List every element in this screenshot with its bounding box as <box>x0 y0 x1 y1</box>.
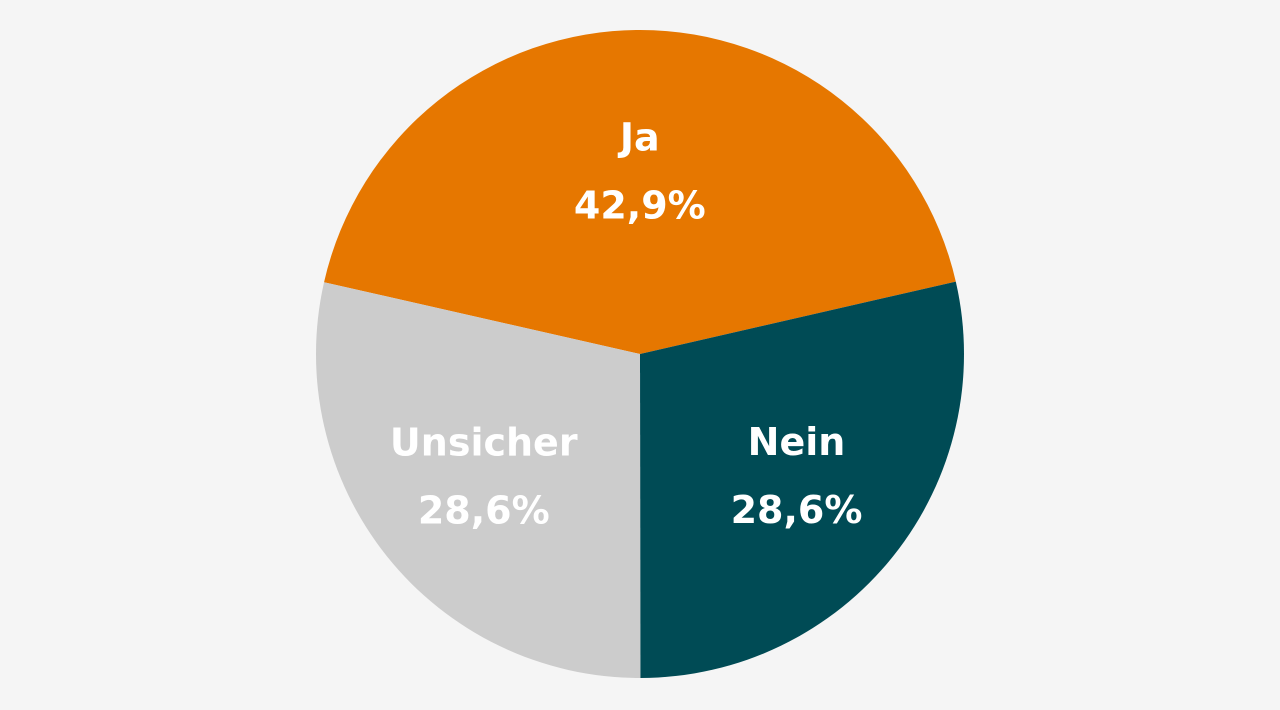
pie-slices <box>316 29 964 678</box>
slice-nein-value-label: 28,6% <box>731 488 863 532</box>
slice-unsicher-label: Unsicher <box>390 420 578 464</box>
slice-nein-label: Nein <box>748 420 846 464</box>
slice-ja <box>324 29 956 354</box>
slice-unsicher <box>316 282 641 678</box>
slice-ja-label: Ja <box>617 116 660 160</box>
slice-unsicher-value-label: 28,6% <box>418 488 550 532</box>
slice-nein <box>640 281 964 678</box>
pie-labels: Ja 42,9% Nein 28,6% Unsicher 28,6% <box>390 116 862 533</box>
slice-ja-value-label: 42,9% <box>574 184 706 228</box>
